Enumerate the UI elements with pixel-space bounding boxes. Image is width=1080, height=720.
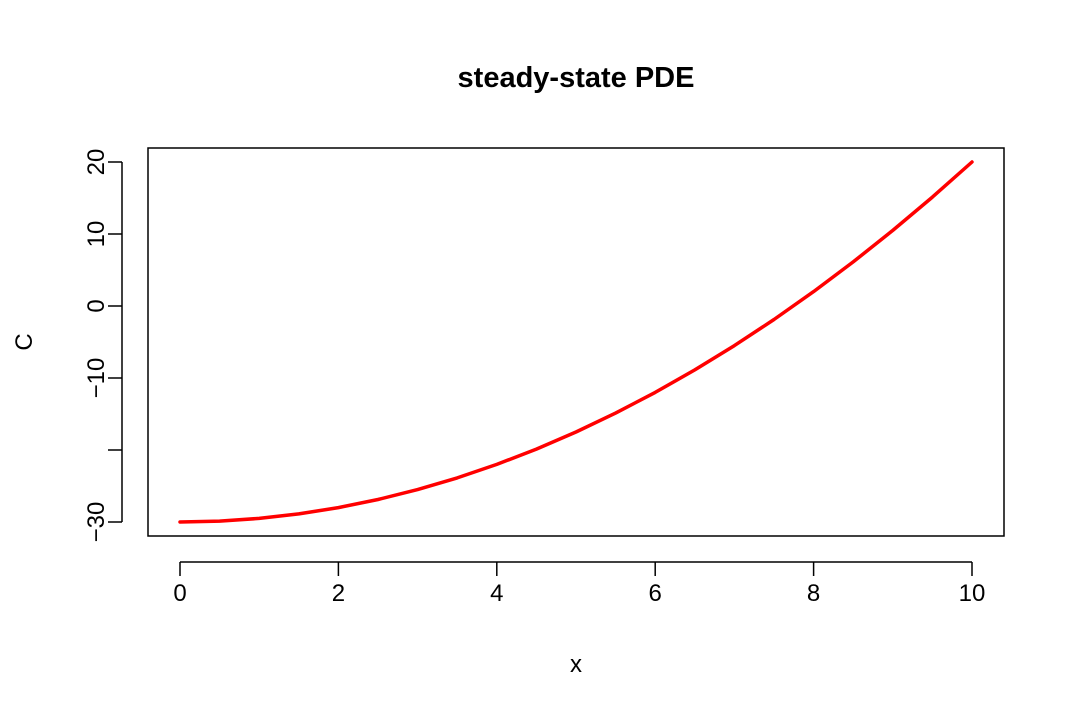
x-axis-title: x (570, 651, 582, 678)
y-tick-label: −30 (83, 502, 110, 543)
series-line (178, 160, 974, 524)
x-tick-label: 6 (649, 580, 662, 607)
y-tick-label: 10 (83, 221, 110, 248)
chart-title: steady-state PDE (458, 62, 695, 94)
y-tick-label: −10 (83, 358, 110, 399)
x-tick-label: 2 (332, 580, 345, 607)
y-tick-label: 20 (83, 149, 110, 176)
y-axis: −30 −10 0 10 20 (83, 149, 123, 543)
x-tick-label: 10 (959, 580, 986, 607)
y-axis-title: C (11, 333, 38, 350)
y-tick-label: 0 (83, 299, 110, 312)
x-tick-label: 4 (490, 580, 503, 607)
plot-frame (147, 147, 1005, 537)
series-layer (178, 160, 974, 524)
x-tick-label: 0 (173, 580, 186, 607)
x-axis: 0 2 4 6 8 10 (173, 561, 986, 607)
x-tick-label: 8 (807, 580, 820, 607)
